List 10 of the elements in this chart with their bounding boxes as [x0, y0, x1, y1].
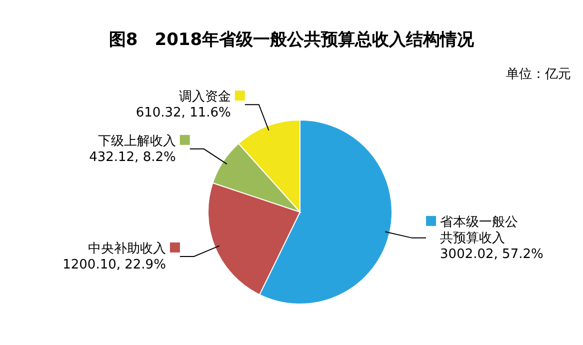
legend-label: 下级上解收入 — [98, 134, 176, 149]
slice-label: 省本级一般公共预算收入 — [440, 214, 518, 246]
data-label: 1200.10, 22.9% — [62, 257, 166, 272]
data-label: 432.12, 8.2% — [89, 150, 176, 165]
text: 单位：亿元 — [506, 67, 571, 82]
chart-title: 图8 2018年省级一般公共预算总收入结构情况 — [108, 30, 476, 50]
legend-label: 中央补助收入 — [88, 241, 166, 256]
legend-label: 调入资金 — [178, 90, 231, 105]
data-label: 3002.02, 57.2% — [440, 246, 544, 262]
data-label: 610.32, 11.6% — [136, 106, 231, 121]
